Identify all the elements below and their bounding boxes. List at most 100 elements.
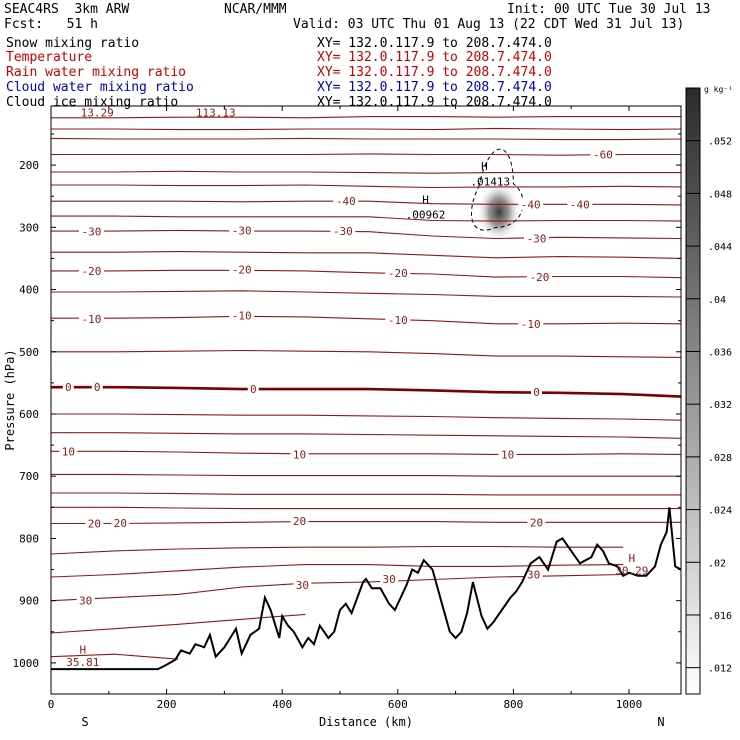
- isotherm-label: 0: [250, 383, 257, 396]
- isotherm-label-bg: [229, 263, 255, 276]
- isotherm-line: [51, 170, 681, 174]
- isotherm-label-bg: [590, 148, 616, 161]
- isotherm-label-bg: [247, 383, 259, 396]
- field-name-cloud-water: Cloud water mixing ratio: [6, 80, 194, 95]
- isotherm-line: [51, 269, 681, 279]
- isotherm-label: 30: [296, 579, 309, 592]
- isotherm-line: [51, 127, 681, 131]
- field-xy-temperature: XY= 132.0.117.9 to 208.7.474.0: [317, 50, 552, 65]
- isotherm-line: [51, 506, 681, 510]
- isotherm-label: -20: [82, 265, 102, 278]
- isotherm-label: 30: [382, 573, 395, 586]
- isotherm-label-bg: [380, 572, 399, 585]
- isotherm-label: -60: [593, 149, 613, 162]
- colorbar-label: .028: [708, 453, 732, 464]
- colorbar-label: .024: [708, 506, 732, 517]
- isotherm-label: 0: [65, 381, 72, 394]
- isotherm-label: -40: [521, 198, 541, 211]
- isotherm-line: [51, 473, 681, 477]
- isotherm-label: -30: [333, 225, 353, 238]
- isotherm-label-bg: [85, 517, 104, 530]
- field-xy-cloud-water: XY= 132.0.117.9 to 208.7.474.0: [317, 80, 552, 95]
- isotherm-label: -30: [232, 224, 252, 237]
- isotherm-line: [51, 385, 681, 398]
- y-tick-label: 400: [19, 284, 39, 297]
- valid-time: Valid: 03 UTC Thu 01 Aug 13 (22 CDT Wed …: [293, 17, 685, 32]
- isotherm-label-bg: [290, 448, 309, 461]
- isotherm-label-bg: [524, 232, 550, 245]
- isotherm-label: -40: [570, 198, 590, 211]
- snow-shading: [476, 181, 521, 242]
- isotherm-line: [51, 229, 681, 240]
- isotherm-label: -10: [82, 313, 102, 326]
- isotherm-line: [51, 432, 681, 439]
- forecast-hour: Fcst: 51 h: [4, 17, 98, 32]
- isotherm-label-bg: [62, 381, 74, 394]
- isotherm-label-bg: [229, 309, 255, 322]
- snow-contour: [470, 148, 524, 231]
- isotherm-line: [51, 116, 681, 119]
- isotherm-label: -30: [82, 226, 102, 239]
- isotherm-label-bg: [518, 317, 544, 330]
- y-tick-label: 700: [19, 470, 39, 483]
- isotherm-line: [51, 349, 681, 358]
- center-title: NCAR/MMM: [224, 2, 287, 17]
- isotherm-label: -40: [336, 195, 356, 208]
- high-marker: H: [481, 160, 488, 173]
- isotherm-label-bg: [385, 314, 411, 327]
- x-tick-label: 600: [388, 698, 408, 711]
- y-tick-label: 800: [19, 532, 39, 545]
- high-marker: H: [629, 552, 636, 565]
- isotherm-label-bg: [78, 264, 104, 277]
- isotherm-line: [51, 153, 681, 156]
- x-tick-label: 0: [48, 698, 55, 711]
- colorbar: [685, 87, 701, 695]
- y-tick-label: 900: [19, 595, 39, 608]
- high-marker: H: [422, 194, 429, 207]
- isotherm-label: 20: [530, 516, 543, 529]
- colorbar-label: .036: [708, 347, 732, 358]
- x-axis-title: Distance (km): [319, 715, 413, 729]
- y-axis-title: Pressure (hPa): [3, 349, 17, 450]
- colorbar-label: .048: [708, 189, 732, 200]
- field-xy-snow: XY= 132.0.117.9 to 208.7.474.0: [317, 36, 552, 51]
- isotherm-label: -10: [232, 310, 252, 323]
- x-tick-label: 400: [272, 698, 292, 711]
- isotherm-label-bg: [518, 198, 544, 211]
- isotherm-line: [51, 290, 681, 298]
- x-tick-label: 800: [503, 698, 523, 711]
- isotherm-label: 0: [533, 386, 540, 399]
- isotherm-label-bg: [59, 445, 78, 458]
- isotherm-line: [51, 251, 681, 259]
- isotherm-label-bg: [385, 266, 411, 279]
- isotherm-label: 20: [88, 518, 101, 531]
- isotherm-label: -10: [388, 314, 408, 327]
- isotherm-line: [51, 315, 681, 325]
- isotherm-label: -20: [388, 267, 408, 280]
- high-marker: H: [79, 644, 86, 657]
- field-name-temperature: Temperature: [6, 50, 93, 65]
- y-tick-label: 300: [19, 221, 39, 234]
- extrema-value: 35.81: [66, 656, 99, 669]
- isotherm-line: [51, 450, 681, 455]
- isotherm-line: [51, 413, 681, 421]
- y-tick-label: 600: [19, 408, 39, 421]
- isotherm-label: -30: [527, 233, 547, 246]
- overlap-label: 113.13: [196, 107, 236, 120]
- north-label: N: [657, 715, 664, 729]
- isotherm-label: -10: [521, 318, 541, 331]
- terrain-line: [50, 507, 682, 671]
- isotherm-label: 10: [501, 448, 514, 461]
- isotherm-label-bg: [527, 516, 546, 529]
- isotherm-label-bg: [290, 515, 309, 528]
- colorbar-unit: g kg⁻¹: [704, 85, 733, 94]
- isotherm-label: 20: [293, 515, 306, 528]
- colorbar-label: .032: [708, 400, 732, 411]
- isotherm-line: [51, 492, 681, 496]
- isotherm-label: 30: [79, 595, 92, 608]
- isotherm-line: [51, 215, 681, 222]
- y-tick-label: 1000: [13, 657, 40, 670]
- isotherm-label: 10: [62, 445, 75, 458]
- x-tick-label: 1000: [616, 698, 643, 711]
